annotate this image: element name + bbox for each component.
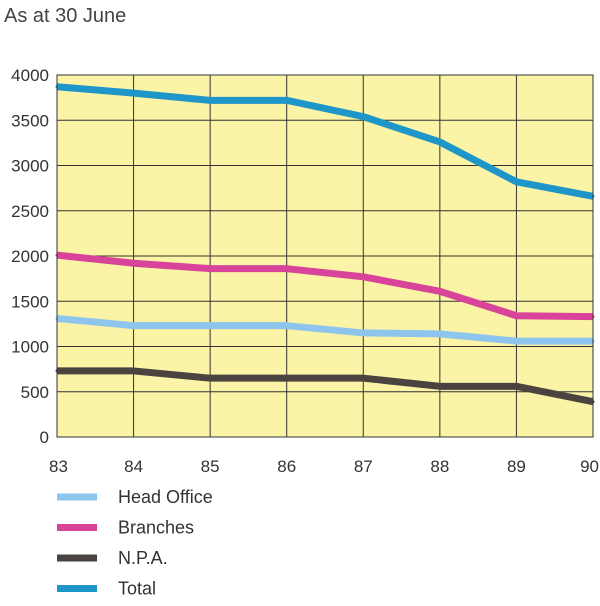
data-point-branches: [438, 289, 442, 293]
y-tick-label: 3000: [11, 157, 49, 176]
data-point-branches: [361, 275, 365, 279]
x-tick-label: 83: [49, 457, 68, 476]
x-tick-label: 88: [430, 457, 449, 476]
chart-subtitle: As at 30 June: [4, 5, 126, 27]
data-point-branches: [285, 267, 289, 271]
legend-label: N.P.A.: [118, 548, 168, 568]
y-tick-label: 1000: [11, 338, 49, 357]
y-tick-label: 2000: [11, 247, 49, 266]
plot-border: [56, 74, 594, 438]
y-tick-label: 3500: [11, 111, 49, 130]
data-point-total: [208, 98, 212, 102]
x-tick-label: 89: [507, 457, 526, 476]
axes: 0 500 1000 1500 2000 2500 3000 3500 4000 83 84 85 86…: [11, 66, 599, 476]
data-point-branches: [514, 314, 518, 318]
y-tick-label: 500: [21, 383, 49, 402]
data-point-n-p-a: [208, 376, 212, 380]
series-line-n-p-a: [57, 367, 594, 406]
x-tick-label: 86: [277, 457, 296, 476]
legend-label: Branches: [118, 518, 194, 538]
x-tick-label: 90: [580, 457, 599, 476]
x-tick-label: 85: [201, 457, 220, 476]
data-point-total: [285, 98, 289, 102]
legend-label: Total: [118, 579, 156, 599]
series-line-head-office: [56, 314, 593, 345]
data-point-total: [361, 115, 365, 119]
legend: Head Office Branches N.P.A. Total: [57, 487, 213, 599]
y-tick-label: 2500: [11, 202, 49, 221]
series-line-branches: [56, 251, 594, 321]
y-tick-label: 4000: [11, 66, 49, 85]
data-point-n-p-a: [514, 384, 518, 388]
x-tick-label: 87: [354, 457, 373, 476]
data-point-total: [132, 91, 136, 95]
series-line-total: [56, 83, 594, 200]
y-tick-label: 0: [40, 428, 49, 447]
x-tick-label: 84: [124, 457, 143, 476]
legend-label: Head Office: [118, 487, 213, 507]
data-point-head-office: [514, 339, 518, 343]
data-point-total: [438, 140, 442, 144]
data-point-head-office: [361, 331, 365, 335]
data-point-branches: [132, 261, 136, 265]
data-point-n-p-a: [285, 376, 289, 380]
data-point-head-office: [208, 324, 212, 328]
data-point-total: [514, 180, 518, 184]
data-point-head-office: [132, 324, 136, 328]
data-point-branches: [208, 267, 212, 271]
data-point-n-p-a: [132, 369, 136, 373]
y-tick-label: 1500: [11, 292, 49, 311]
data-point-n-p-a: [361, 376, 365, 380]
series-lines: [55, 83, 595, 406]
data-point-head-office: [285, 324, 289, 328]
data-point-n-p-a: [438, 384, 442, 388]
data-point-head-office: [438, 332, 442, 336]
